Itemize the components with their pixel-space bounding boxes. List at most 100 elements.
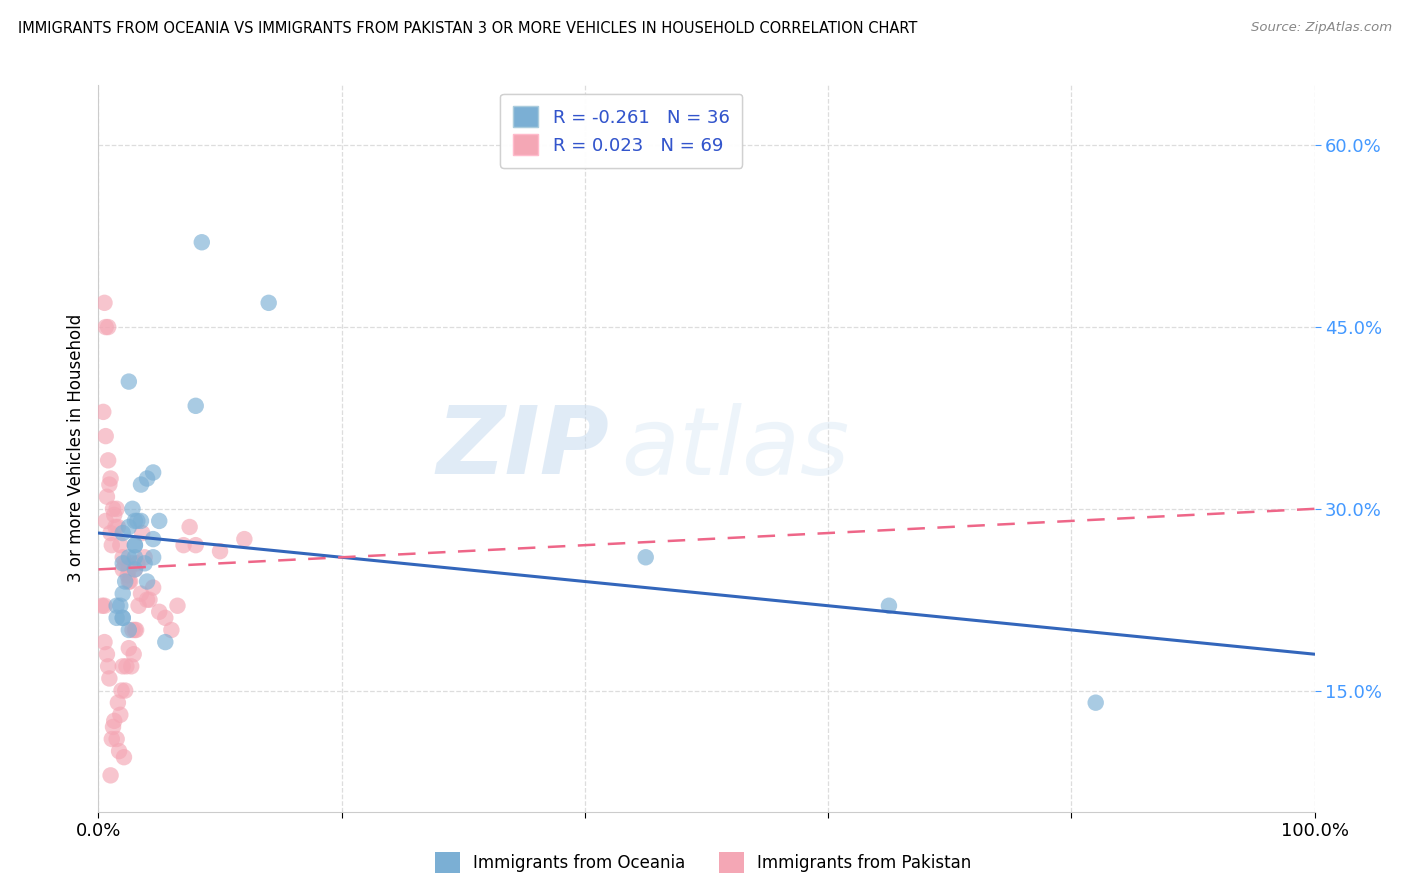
Point	[111, 562, 134, 576]
Point	[257, 296, 280, 310]
Point	[101, 720, 124, 734]
Point	[100, 471, 122, 485]
Point	[100, 768, 122, 782]
Point	[96, 490, 118, 504]
Point	[94, 320, 117, 334]
Point	[128, 599, 150, 613]
Point	[98, 477, 121, 491]
Point	[104, 520, 127, 534]
Point	[136, 471, 159, 485]
Point	[105, 501, 128, 516]
Point	[111, 659, 134, 673]
Point	[97, 453, 120, 467]
Point	[142, 466, 165, 480]
Point	[129, 477, 152, 491]
Legend: R = -0.261   N = 36, R = 0.023   N = 69: R = -0.261 N = 36, R = 0.023 N = 69	[501, 94, 742, 168]
Point	[148, 514, 170, 528]
Point	[124, 514, 146, 528]
Text: ZIP: ZIP	[436, 402, 609, 494]
Point	[107, 696, 129, 710]
Point	[93, 296, 115, 310]
Text: IMMIGRANTS FROM OCEANIA VS IMMIGRANTS FROM PAKISTAN 3 OR MORE VEHICLES IN HOUSEH: IMMIGRANTS FROM OCEANIA VS IMMIGRANTS FR…	[18, 21, 918, 36]
Point	[112, 750, 135, 764]
Point	[111, 550, 134, 565]
Text: Source: ZipAtlas.com: Source: ZipAtlas.com	[1251, 21, 1392, 34]
Point	[124, 562, 146, 576]
Point	[634, 550, 657, 565]
Point	[93, 599, 115, 613]
Point	[118, 574, 141, 589]
Point	[108, 744, 131, 758]
Point	[877, 599, 900, 613]
Point	[121, 557, 143, 571]
Point	[111, 526, 134, 541]
Point	[120, 659, 142, 673]
Y-axis label: 3 or more Vehicles in Household: 3 or more Vehicles in Household	[66, 314, 84, 582]
Point	[142, 550, 165, 565]
Point	[136, 574, 159, 589]
Point	[155, 611, 177, 625]
Point	[134, 557, 156, 571]
Point	[124, 538, 146, 552]
Point	[121, 501, 143, 516]
Point	[105, 611, 128, 625]
Point	[129, 587, 152, 601]
Point	[103, 714, 125, 728]
Point	[127, 557, 149, 571]
Point	[103, 508, 125, 522]
Point	[118, 520, 141, 534]
Point	[121, 623, 143, 637]
Point	[111, 611, 134, 625]
Point	[110, 538, 132, 552]
Point	[122, 647, 145, 661]
Point	[110, 707, 132, 722]
Point	[142, 581, 165, 595]
Point	[184, 538, 207, 552]
Point	[166, 599, 188, 613]
Point	[118, 375, 141, 389]
Point	[1084, 696, 1107, 710]
Point	[101, 731, 124, 746]
Point	[91, 405, 114, 419]
Point	[114, 574, 136, 589]
Point	[233, 532, 256, 546]
Legend: Immigrants from Oceania, Immigrants from Pakistan: Immigrants from Oceania, Immigrants from…	[427, 846, 979, 880]
Point	[97, 659, 120, 673]
Point	[101, 501, 124, 516]
Point	[124, 550, 146, 565]
Point	[148, 605, 170, 619]
Point	[105, 731, 128, 746]
Point	[101, 538, 124, 552]
Point	[111, 611, 134, 625]
Point	[111, 587, 134, 601]
Point	[138, 592, 160, 607]
Point	[184, 399, 207, 413]
Point	[125, 623, 148, 637]
Point	[173, 538, 195, 552]
Point	[118, 574, 141, 589]
Point	[160, 623, 183, 637]
Point	[118, 623, 141, 637]
Point	[131, 526, 153, 541]
Point	[97, 320, 120, 334]
Point	[91, 599, 114, 613]
Point	[124, 562, 146, 576]
Point	[98, 672, 121, 686]
Point	[110, 599, 132, 613]
Point	[107, 520, 129, 534]
Point	[114, 557, 136, 571]
Point	[129, 514, 152, 528]
Text: atlas: atlas	[621, 402, 849, 494]
Point	[118, 562, 141, 576]
Point	[127, 514, 149, 528]
Point	[142, 532, 165, 546]
Point	[105, 599, 128, 613]
Point	[179, 520, 201, 534]
Point	[134, 550, 156, 565]
Point	[117, 568, 139, 582]
Point	[93, 635, 115, 649]
Point	[94, 429, 117, 443]
Point	[110, 683, 132, 698]
Point	[124, 623, 146, 637]
Point	[114, 683, 136, 698]
